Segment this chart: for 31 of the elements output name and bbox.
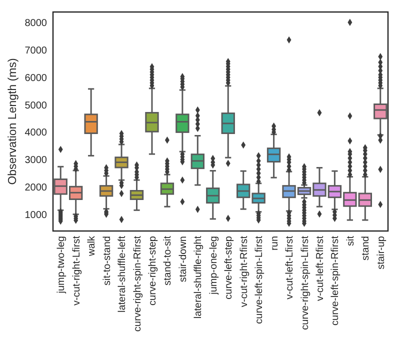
x-tick-label: curve-left-spin-Rfirst [330,236,342,326]
x-tick-label: stand-to-sit [162,236,174,286]
x-tick-label: curve-right-spin-Lfirst [300,236,311,330]
y-tick-label: 2000 [24,182,48,194]
x-tick-label: curve-left-step [224,236,235,300]
y-tick-label: 1000 [24,210,48,221]
x-tick-label: lateral-shuffle-right [193,236,204,319]
x-tick-label: stair-down [178,236,189,282]
x-tick-label: jump-two-leg [56,236,68,294]
y-tick-label: 3000 [24,155,48,166]
x-tick-label: v-cut-right-Rfirst [238,236,250,308]
y-axis-title: Observation Length (ms) [7,58,19,185]
y-tick-label: 4000 [24,128,48,139]
x-tick-label: sit-to-stand [102,236,113,286]
x-tick-label: sit [345,236,356,246]
x-tick-label: lateral-shuffle-left [117,236,128,313]
x-tick-label: walk [86,235,98,258]
x-tick-label: v-cut-left-Rfirst [314,236,326,301]
x-tick-label: run [269,236,280,250]
x-tick-label: stand [360,236,372,260]
x-tick-label: v-cut-left-Lfirst [284,236,296,300]
x-tick-label: stair-up [376,236,387,270]
x-tick-label: curve-right-step [147,236,158,306]
y-tick-label: 7000 [24,46,48,57]
x-tick-label: curve-right-spin-Rfirst [132,236,144,332]
x-tick-label: curve-left-spin-Lfirst [254,236,266,324]
y-tick-label: 5000 [24,100,48,112]
y-tick-label: 6000 [24,72,48,84]
x-tick-label: v-cut-right-Lfirst [71,236,82,306]
y-tick-label: 8000 [24,18,48,30]
x-tick-label: jump-one-leg [208,236,220,296]
